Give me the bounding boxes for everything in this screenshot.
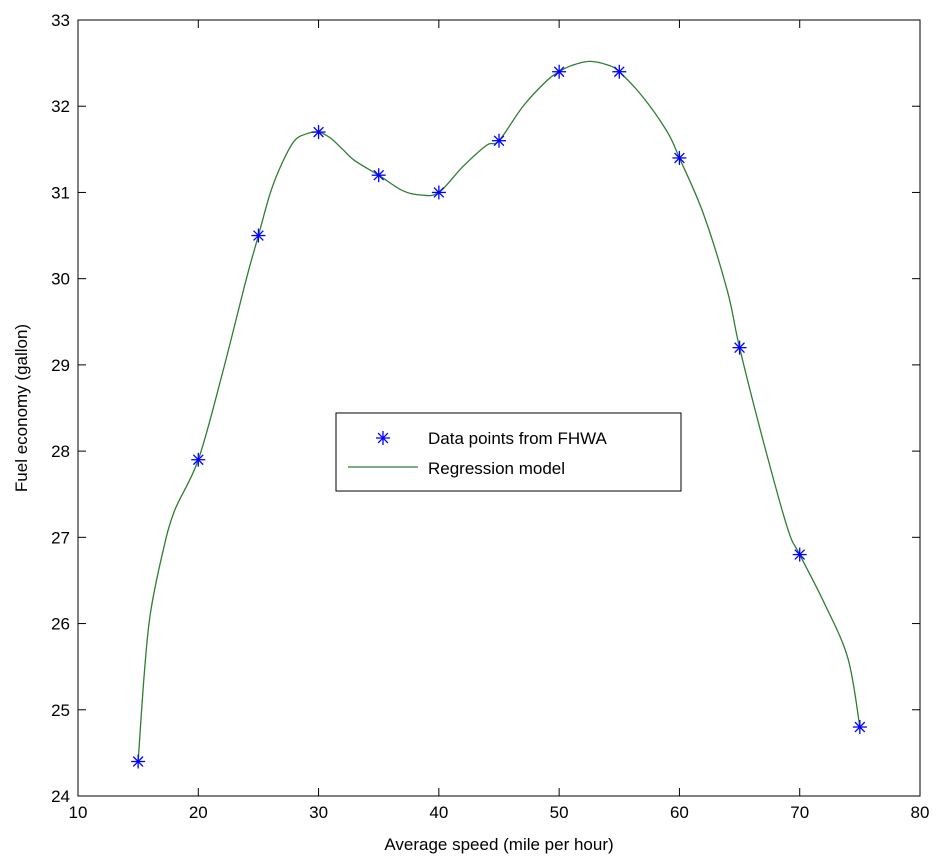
y-tick-label: 33 <box>51 11 70 30</box>
regression-line <box>137 60 861 762</box>
data-point-marker <box>732 340 747 355</box>
y-tick-label: 26 <box>51 615 70 634</box>
y-axis-label: Fuel economy (gallon) <box>12 324 31 492</box>
data-point-marker <box>612 64 627 79</box>
data-point-marker <box>552 64 567 79</box>
x-tick-label: 60 <box>670 803 689 822</box>
data-point-marker <box>431 185 446 200</box>
data-point-marker <box>131 754 146 769</box>
x-tick-label: 40 <box>429 803 448 822</box>
legend: Data points from FHWA Regression model <box>335 412 682 492</box>
x-axis-ticks: 10 20 30 40 50 60 70 80 <box>69 20 930 822</box>
regression-line-series <box>137 60 861 762</box>
data-point-marker <box>191 452 206 467</box>
plot-area <box>77 19 921 797</box>
y-tick-label: 32 <box>51 97 70 116</box>
data-point-marker <box>371 168 386 183</box>
x-tick-label: 30 <box>309 803 328 822</box>
x-tick-label: 10 <box>69 803 88 822</box>
y-tick-label: 24 <box>51 787 70 806</box>
data-point-marker <box>672 150 687 165</box>
y-tick-label: 29 <box>51 356 70 375</box>
data-point-marker <box>311 125 326 140</box>
data-point-marker <box>852 720 867 735</box>
data-point-marker <box>492 133 506 148</box>
y-tick-label: 30 <box>51 270 70 289</box>
legend-entry-regression: Regression model <box>428 459 565 478</box>
x-tick-label: 70 <box>790 803 809 822</box>
y-tick-label: 27 <box>51 528 70 547</box>
data-point-marker <box>251 228 266 243</box>
y-tick-label: 31 <box>51 183 70 202</box>
data-point-marker <box>792 547 807 562</box>
data-points-series <box>131 64 867 769</box>
legend-asterisk-icon <box>376 431 390 445</box>
legend-entry-data-points: Data points from FHWA <box>428 429 608 448</box>
legend-marker-asterisk <box>376 431 390 445</box>
x-tick-label: 20 <box>189 803 208 822</box>
legend-box <box>335 412 682 492</box>
y-tick-label: 28 <box>51 442 70 461</box>
x-axis-label: Average speed (mile per hour) <box>384 835 613 854</box>
x-tick-label: 80 <box>911 803 930 822</box>
x-tick-label: 50 <box>550 803 569 822</box>
y-axis-ticks: 24 25 26 27 28 29 30 31 32 33 <box>51 11 920 806</box>
y-tick-label: 25 <box>51 701 70 720</box>
